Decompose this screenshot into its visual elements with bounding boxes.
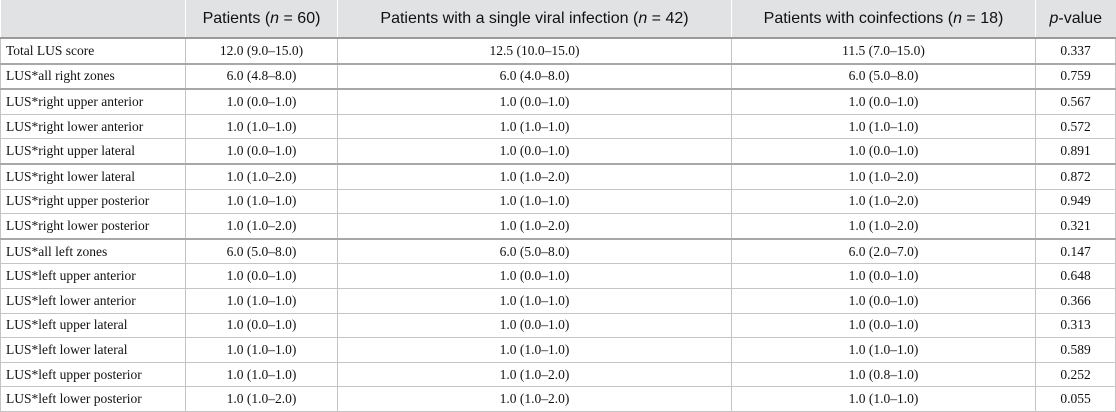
cell-coinfections: 1.0 (0.0–1.0) [731,88,1036,115]
cell-p-value: 0.147 [1035,237,1116,265]
table-row: LUS*right lower anterior 1.0 (1.0–1.0) 1.0… [0,113,1116,140]
row-label: LUS*left lower posterior [0,386,186,412]
cell-p-value: 0.337 [1035,37,1116,65]
table-row: LUS*all left zones 6.0 (5.0–8.0) 6.0 (5.0–… [0,237,1116,265]
cell-p-value: 0.366 [1035,287,1116,314]
table-row: LUS*right lower posterior 1.0 (1.0–2.0) 1.… [0,213,1116,240]
cell-all-patients: 1.0 (0.0–1.0) [185,88,338,115]
cell-single-infection: 6.0 (5.0–8.0) [337,237,732,265]
cell-coinfections: 1.0 (1.0–2.0) [731,162,1036,190]
cell-coinfections: 1.0 (1.0–2.0) [731,213,1036,240]
header-patients: Patients (n = 60) [185,0,338,39]
cell-single-infection: 1.0 (1.0–1.0) [337,113,732,140]
cell-all-patients: 1.0 (1.0–2.0) [185,162,338,190]
row-label: LUS*left lower anterior [0,287,186,314]
cell-p-value: 0.567 [1035,88,1116,115]
row-label: LUS*left upper posterior [0,361,186,388]
cell-all-patients: 12.0 (9.0–15.0) [185,37,338,65]
cell-coinfections: 1.0 (0.0–1.0) [731,138,1036,165]
cell-coinfections: 1.0 (0.0–1.0) [731,287,1036,314]
cell-all-patients: 6.0 (5.0–8.0) [185,237,338,265]
cell-single-infection: 1.0 (1.0–1.0) [337,337,732,363]
cell-all-patients: 1.0 (1.0–1.0) [185,337,338,363]
table-body: Total LUS score 12.0 (9.0–15.0) 12.5 (10.0… [0,37,1116,412]
row-label: LUS*right lower posterior [0,213,186,240]
cell-all-patients: 1.0 (1.0–2.0) [185,386,338,412]
row-label: LUS*all left zones [0,237,186,265]
cell-single-infection: 6.0 (4.0–8.0) [337,62,732,90]
header-coinfections: Patients with coinfections (n = 18) [731,0,1036,39]
table-row: Total LUS score 12.0 (9.0–15.0) 12.5 (10.0… [0,37,1116,65]
table-row: LUS*right lower lateral 1.0 (1.0–2.0) 1.0 … [0,162,1116,190]
table-row: LUS*right upper lateral 1.0 (0.0–1.0) 1.0 … [0,138,1116,165]
header-row: Patients (n = 60) Patients with a single… [0,0,1116,39]
row-label: Total LUS score [0,37,186,65]
cell-single-infection: 1.0 (1.0–2.0) [337,162,732,190]
row-label: LUS*right lower anterior [0,113,186,140]
row-label: LUS*right lower lateral [0,162,186,190]
cell-all-patients: 1.0 (1.0–1.0) [185,113,338,140]
row-label: LUS*left lower lateral [0,337,186,363]
cell-p-value: 0.891 [1035,138,1116,165]
cell-all-patients: 6.0 (4.8–8.0) [185,62,338,90]
cell-single-infection: 1.0 (1.0–1.0) [337,188,732,215]
row-label: LUS*right upper posterior [0,188,186,215]
cell-single-infection: 1.0 (1.0–2.0) [337,361,732,388]
cell-all-patients: 1.0 (1.0–1.0) [185,287,338,314]
table-row: LUS*right upper posterior 1.0 (1.0–1.0) 1.… [0,188,1116,215]
table-row: LUS*all right zones 6.0 (4.8–8.0) 6.0 (4.0… [0,62,1116,90]
cell-coinfections: 6.0 (5.0–8.0) [731,62,1036,90]
cell-coinfections: 1.0 (1.0–1.0) [731,337,1036,363]
row-label: LUS*right upper anterior [0,88,186,115]
cell-coinfections: 1.0 (1.0–2.0) [731,188,1036,215]
cell-all-patients: 1.0 (0.0–1.0) [185,138,338,165]
table-header: Patients (n = 60) Patients with a single… [0,0,1116,39]
cell-single-infection: 1.0 (1.0–1.0) [337,287,732,314]
row-label: LUS*all right zones [0,62,186,90]
cell-all-patients: 1.0 (1.0–1.0) [185,361,338,388]
cell-coinfections: 1.0 (1.0–1.0) [731,113,1036,140]
row-label: LUS*left upper anterior [0,263,186,289]
cell-coinfections: 1.0 (0.8–1.0) [731,361,1036,388]
cell-p-value: 0.949 [1035,188,1116,215]
cell-coinfections: 1.0 (1.0–1.0) [731,386,1036,412]
cell-single-infection: 1.0 (0.0–1.0) [337,138,732,165]
cell-all-patients: 1.0 (0.0–1.0) [185,312,338,339]
cell-p-value: 0.572 [1035,113,1116,140]
cell-single-infection: 1.0 (0.0–1.0) [337,88,732,115]
table-row: LUS*left upper lateral 1.0 (0.0–1.0) 1.0 (… [0,312,1116,339]
cell-p-value: 0.055 [1035,386,1116,412]
cell-single-infection: 1.0 (0.0–1.0) [337,263,732,289]
cell-p-value: 0.648 [1035,263,1116,289]
cell-p-value: 0.313 [1035,312,1116,339]
cell-single-infection: 1.0 (1.0–2.0) [337,386,732,412]
table-row: LUS*left upper anterior 1.0 (0.0–1.0) 1.0 … [0,263,1116,289]
cell-all-patients: 1.0 (0.0–1.0) [185,263,338,289]
header-blank-cell [0,0,186,39]
cell-single-infection: 12.5 (10.0–15.0) [337,37,732,65]
table-row: LUS*right upper anterior 1.0 (0.0–1.0) 1.0… [0,88,1116,115]
cell-coinfections: 1.0 (0.0–1.0) [731,263,1036,289]
header-single-viral-infection: Patients with a single viral infection (… [337,0,732,39]
cell-p-value: 0.759 [1035,62,1116,90]
row-label: LUS*left upper lateral [0,312,186,339]
cell-coinfections: 6.0 (2.0–7.0) [731,237,1036,265]
table-row: LUS*left lower lateral 1.0 (1.0–1.0) 1.0 (… [0,337,1116,363]
table-row: LUS*left lower anterior 1.0 (1.0–1.0) 1.0 … [0,287,1116,314]
row-label: LUS*right upper lateral [0,138,186,165]
cell-single-infection: 1.0 (0.0–1.0) [337,312,732,339]
cell-all-patients: 1.0 (1.0–2.0) [185,213,338,240]
cell-all-patients: 1.0 (1.0–1.0) [185,188,338,215]
table-row: LUS*left upper posterior 1.0 (1.0–1.0) 1.0… [0,361,1116,388]
cell-coinfections: 1.0 (0.0–1.0) [731,312,1036,339]
cell-p-value: 0.589 [1035,337,1116,363]
cell-p-value: 0.321 [1035,213,1116,240]
cell-p-value: 0.872 [1035,162,1116,190]
cell-p-value: 0.252 [1035,361,1116,388]
cell-coinfections: 11.5 (7.0–15.0) [731,37,1036,65]
table-row: LUS*left lower posterior 1.0 (1.0–2.0) 1.0… [0,386,1116,412]
header-p-value: p-value [1035,0,1116,39]
cell-single-infection: 1.0 (1.0–2.0) [337,213,732,240]
